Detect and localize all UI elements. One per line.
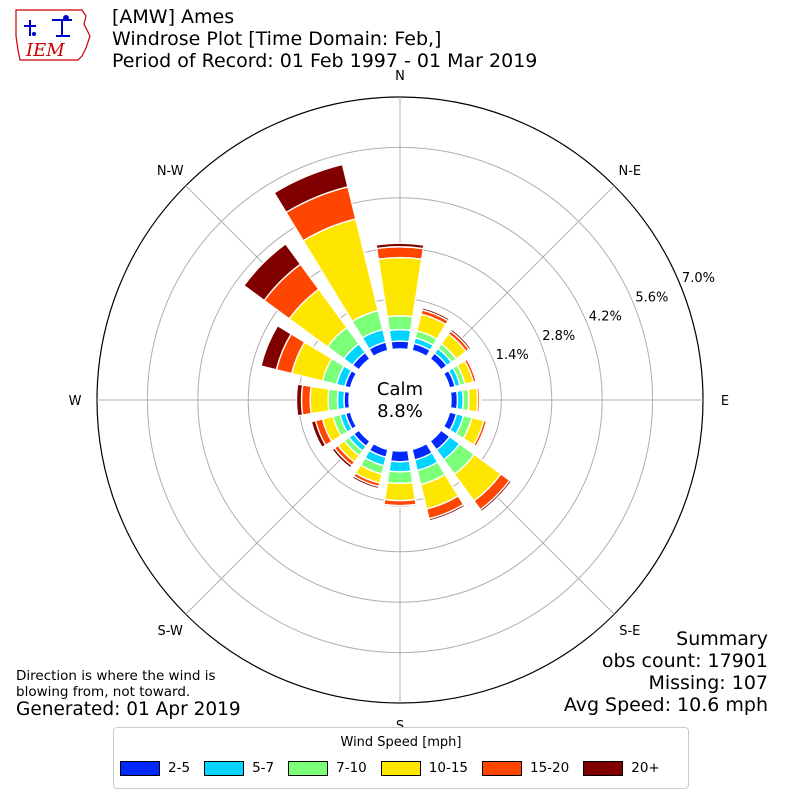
- wedge-n-7-10: [386, 315, 414, 332]
- calm-value: 8.8%: [377, 401, 423, 422]
- wedge-n-15-20: [375, 246, 425, 261]
- legend-item: 2-5: [120, 760, 190, 776]
- wedge-ne-20plus: [449, 328, 472, 351]
- iem-logo: IEM: [12, 6, 94, 64]
- legend-label: 2-5: [168, 760, 191, 776]
- wedge-nnw-20plus: [273, 163, 349, 214]
- calm-label: Calm: [377, 379, 423, 400]
- wedge-nne-20plus: [421, 306, 451, 322]
- period-of-record: Period of Record: 01 Feb 1997 - 01 Mar 2…: [112, 50, 538, 72]
- compass-label: N-W: [157, 164, 184, 179]
- wedge-wsw-20plus: [310, 419, 327, 449]
- legend-swatch: [482, 760, 522, 776]
- direction-note: Direction is where the wind is blowing f…: [16, 668, 216, 700]
- wedge-ene-20plus: [466, 357, 479, 383]
- wedge-e-10-15: [467, 387, 479, 413]
- wedge-n-2-5: [390, 340, 410, 351]
- summary-block: Summary obs count: 17901 Missing: 107 Av…: [564, 628, 768, 716]
- legend-label: 5-7: [252, 760, 275, 776]
- wedge-s-5-7: [388, 460, 412, 473]
- legend-item: 5-7: [204, 760, 274, 776]
- summary-title: Summary: [676, 628, 768, 650]
- legend-swatch: [120, 760, 160, 776]
- wedge-sse-20plus: [428, 503, 466, 522]
- compass-label: E: [721, 394, 729, 409]
- radial-tick-label: 2.8%: [542, 329, 575, 344]
- wedge-n-20plus: [375, 242, 425, 250]
- legend-item: 15-20: [482, 760, 569, 776]
- wedge-w-10-15: [309, 385, 330, 415]
- compass-label: S-W: [158, 624, 183, 639]
- wedge-w-7-10: [327, 388, 340, 412]
- legend-label: 7-10: [336, 760, 367, 776]
- legend-item: 7-10: [288, 760, 367, 776]
- compass-label: S: [396, 719, 404, 734]
- calm-center: [349, 349, 451, 451]
- wedge-se-20plus: [479, 479, 513, 513]
- wedge-s-20plus: [382, 503, 418, 508]
- radial-tick-label: 7.0%: [682, 271, 715, 286]
- wedge-s-7-10: [386, 470, 414, 485]
- legend-swatch: [380, 760, 421, 776]
- logo-text: IEM: [25, 40, 65, 61]
- legend-item: 10-15: [380, 760, 468, 776]
- radial-tick-label: 4.2%: [589, 310, 622, 325]
- legend-swatch: [583, 760, 624, 776]
- speed-legend: Wind Speed [mph] 2-5 5-7 7-10 10-15 15-20 20+: [113, 727, 689, 789]
- legend-items: 2-5 5-7 7-10 10-15 15-20 20+: [120, 760, 674, 776]
- avg-speed: Avg Speed: 10.6 mph: [563, 694, 768, 716]
- radial-tick-label: 5.6%: [635, 290, 668, 305]
- station-title: [AMW] Ames: [112, 6, 235, 28]
- wedge-w-15-20: [300, 384, 312, 416]
- wedge-n-5-7: [388, 328, 412, 343]
- radial-tick-label: 1.4%: [496, 348, 529, 363]
- chart-header: [AMW] Ames Windrose Plot [Time Domain: F…: [112, 6, 537, 72]
- wedge-wnw-20plus: [260, 324, 293, 371]
- generated-date: Generated: 01 Apr 2019: [16, 699, 241, 720]
- wedge-ese-20plus: [475, 420, 489, 448]
- wedge-w-20plus: [295, 383, 304, 417]
- compass-label: W: [69, 394, 82, 409]
- wedge-nw-20plus: [242, 242, 302, 302]
- wedge-w-5-7: [336, 389, 346, 411]
- compass-label: S-E: [619, 624, 640, 639]
- legend-label: 10-15: [428, 760, 468, 776]
- compass-label: N: [395, 69, 405, 84]
- plot-subtitle: Windrose Plot [Time Domain: Feb,]: [112, 28, 442, 50]
- legend-swatch: [204, 760, 245, 776]
- wedge-e-2-5: [449, 390, 459, 410]
- missing-count: Missing: 107: [648, 672, 768, 694]
- legend-label: 20+: [631, 760, 660, 776]
- compass-label: N-E: [618, 164, 641, 179]
- wedge-s-2-5: [389, 449, 411, 463]
- legend-item: 20+: [583, 760, 660, 776]
- wedge-e-20plus: [478, 386, 482, 414]
- wedge-n-10-15: [377, 256, 423, 318]
- obs-count: obs count: 17901: [601, 650, 768, 672]
- wedge-s-10-15: [383, 481, 417, 502]
- legend-swatch: [288, 760, 329, 776]
- legend-label: 15-20: [530, 760, 570, 776]
- wedge-ssw-20plus: [351, 475, 380, 490]
- wedge-sw-20plus: [331, 447, 353, 469]
- legend-title: Wind Speed [mph]: [340, 735, 462, 750]
